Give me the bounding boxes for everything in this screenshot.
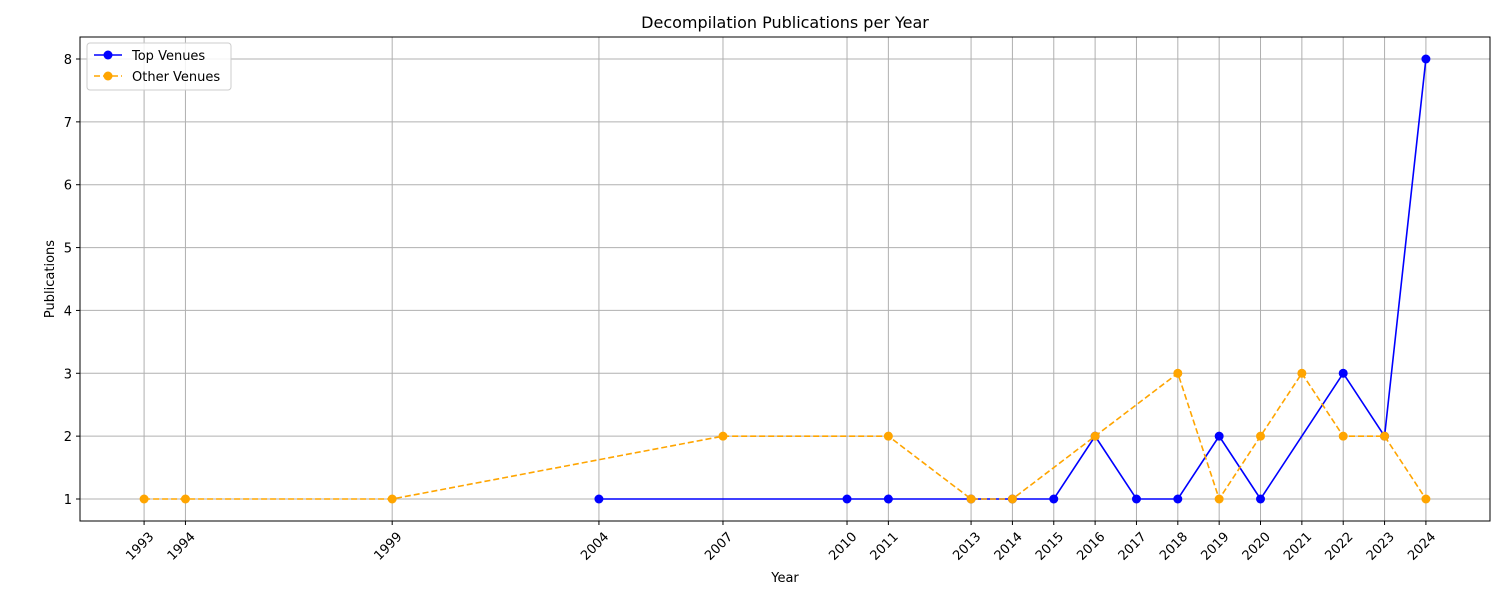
plot-frame <box>79 36 1491 522</box>
legend: Top Venues Other Venues <box>86 42 232 91</box>
x-tick-label: 2010 <box>826 530 860 564</box>
data-point <box>1214 494 1224 504</box>
legend-marker <box>103 50 113 60</box>
x-tick-label: 2017 <box>1116 530 1150 564</box>
data-point <box>883 494 893 504</box>
data-point <box>387 494 397 504</box>
data-point <box>1380 431 1390 441</box>
y-tick-label: 4 <box>64 304 72 319</box>
x-tick-label: 2022 <box>1322 530 1356 564</box>
x-tick-label: 2004 <box>578 530 612 564</box>
data-point <box>883 431 893 441</box>
x-tick-label: 2011 <box>868 530 902 564</box>
y-tick-label: 3 <box>64 367 72 382</box>
y-tick-label: 8 <box>64 53 72 68</box>
legend-label: Top Venues <box>131 49 205 64</box>
legend-item: Other Venues <box>94 70 220 85</box>
data-point <box>1049 494 1059 504</box>
data-point <box>842 494 852 504</box>
data-point <box>966 494 976 504</box>
data-point <box>1256 431 1266 441</box>
x-tick-label: 1993 <box>123 530 157 564</box>
data-point <box>1297 368 1307 378</box>
y-tick-label: 2 <box>64 430 72 445</box>
legend-item: Top Venues <box>94 49 205 64</box>
x-axis-label: Year <box>770 571 799 586</box>
x-tick-label: 2020 <box>1240 530 1274 564</box>
series-line <box>598 58 1427 501</box>
legend-label: Other Venues <box>132 70 220 85</box>
data-point <box>1090 431 1100 441</box>
data-point <box>594 494 604 504</box>
data-point <box>180 494 190 504</box>
x-axis-ticks: 1993 1994 1999 2004 2007 2010 2011 2013 2014 2015… <box>123 521 1439 564</box>
data-point <box>718 431 728 441</box>
y-tick-label: 7 <box>64 116 72 131</box>
chart-title: Decompilation Publications per Year <box>641 13 929 32</box>
x-tick-label: 2024 <box>1405 530 1439 564</box>
x-tick-label: 2014 <box>992 530 1026 564</box>
x-tick-label: 2007 <box>702 530 736 564</box>
data-point <box>1421 54 1431 64</box>
y-axis-ticks: 1 2 3 4 5 6 7 8 <box>64 53 80 508</box>
data-point <box>1338 368 1348 378</box>
x-tick-label: 2016 <box>1074 530 1108 564</box>
y-tick-label: 6 <box>64 179 72 194</box>
data-point <box>1131 494 1141 504</box>
x-tick-label: 2019 <box>1198 530 1232 564</box>
data-point <box>1007 494 1017 504</box>
series-1 <box>139 368 1431 504</box>
x-tick-label: 2013 <box>950 530 984 564</box>
data-point <box>139 494 149 504</box>
x-tick-label: 1994 <box>165 530 199 564</box>
x-tick-label: 2018 <box>1157 530 1191 564</box>
data-point <box>1256 494 1266 504</box>
y-axis-label: Publications <box>43 240 58 318</box>
data-point <box>1173 368 1183 378</box>
x-tick-label: 2023 <box>1364 530 1398 564</box>
x-tick-label: 1999 <box>371 530 405 564</box>
data-point <box>1421 494 1431 504</box>
x-tick-label: 2021 <box>1281 530 1315 564</box>
y-tick-label: 1 <box>64 493 72 508</box>
legend-marker <box>103 71 113 81</box>
data-point <box>1173 494 1183 504</box>
x-tick-label: 2015 <box>1033 530 1067 564</box>
data-point <box>1338 431 1348 441</box>
grid <box>80 37 1490 521</box>
y-tick-label: 5 <box>64 242 72 257</box>
series-layer <box>139 54 1431 504</box>
data-point <box>1214 431 1224 441</box>
legend-box <box>86 42 232 91</box>
